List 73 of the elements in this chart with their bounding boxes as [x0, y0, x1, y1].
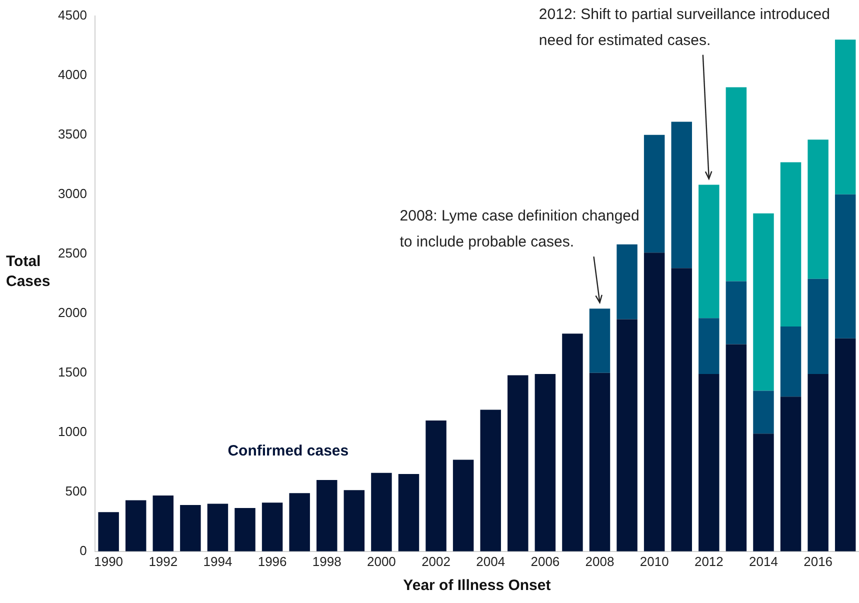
- bar: [726, 87, 747, 282]
- bar: [316, 480, 338, 552]
- bar: [808, 278, 828, 374]
- x-tick-label: 1990: [94, 554, 124, 569]
- bar: [834, 338, 856, 552]
- y-tick-label: 4500: [58, 7, 87, 22]
- bar: [289, 493, 310, 552]
- y-tick-label: 3500: [58, 126, 87, 142]
- bar: [671, 268, 692, 552]
- bar: [589, 372, 610, 552]
- bar: [780, 396, 802, 552]
- bar: [562, 334, 583, 552]
- bar: [726, 281, 747, 344]
- x-tick-label: 1992: [148, 554, 178, 569]
- bar: [234, 508, 256, 552]
- bar: [753, 434, 774, 552]
- annotation: 2012: Shift to partial surveillance introduced need for estimated cases.: [538, 6, 830, 49]
- x-tick-label: 2008: [585, 554, 614, 569]
- bar: [780, 326, 802, 397]
- bar: [698, 374, 720, 552]
- bar: [834, 40, 856, 194]
- bar: [589, 308, 610, 373]
- bar: [726, 344, 747, 552]
- y-tick-label: 2000: [58, 304, 87, 320]
- y-tick-label: 1000: [58, 424, 87, 439]
- bar: [426, 420, 446, 552]
- bar: [671, 122, 692, 268]
- bar: [698, 318, 720, 374]
- y-tick-label: 2500: [58, 245, 87, 260]
- bar: [698, 184, 720, 318]
- bar: [398, 474, 420, 552]
- x-tick-label: 2010: [640, 554, 669, 569]
- x-tick-label: 1994: [203, 554, 232, 569]
- y-tick-label: 4000: [58, 66, 87, 82]
- bar: [616, 319, 638, 552]
- x-tick-label: 1996: [258, 554, 287, 569]
- x-tick-label: 2016: [804, 554, 833, 569]
- bar: [834, 194, 856, 338]
- bar: [152, 495, 174, 552]
- series-label: Confirmed cases: [228, 442, 349, 460]
- x-tick-label: 2004: [476, 554, 506, 569]
- x-tick-label: 2006: [530, 554, 560, 569]
- y-axis-title: Total Cases: [6, 252, 52, 292]
- x-tick-label: 1998: [312, 554, 342, 569]
- x-axis-title: Year of Illness Onset: [403, 577, 551, 594]
- x-tick-label: 2000: [366, 554, 396, 569]
- bar: [98, 512, 119, 552]
- bar: [508, 375, 528, 552]
- x-tick-label: 2012: [694, 554, 724, 569]
- bar: [344, 490, 365, 552]
- bar: [753, 213, 774, 391]
- bar: [180, 504, 201, 552]
- bar: [452, 460, 474, 552]
- bar: [480, 410, 501, 552]
- bar: [125, 500, 146, 552]
- bar: [262, 502, 283, 552]
- bar: [780, 162, 802, 326]
- y-tick-label: 0: [80, 542, 87, 558]
- annotation: 2008: Lyme case definition changed to include probable cases.: [400, 208, 640, 251]
- y-tick-label: 1500: [58, 364, 87, 380]
- x-tick-label: 2014: [749, 554, 778, 569]
- y-tick-label: 500: [65, 483, 87, 498]
- bar: [644, 252, 665, 552]
- bar: [207, 504, 228, 552]
- bar: [644, 134, 665, 253]
- bar: [753, 390, 774, 434]
- bar: [808, 140, 828, 279]
- bar: [534, 374, 556, 552]
- bar: [616, 244, 638, 320]
- bar: [808, 374, 828, 552]
- bar: [371, 472, 392, 552]
- x-tick-label: 2002: [422, 554, 450, 569]
- y-tick-label: 3000: [58, 186, 87, 201]
